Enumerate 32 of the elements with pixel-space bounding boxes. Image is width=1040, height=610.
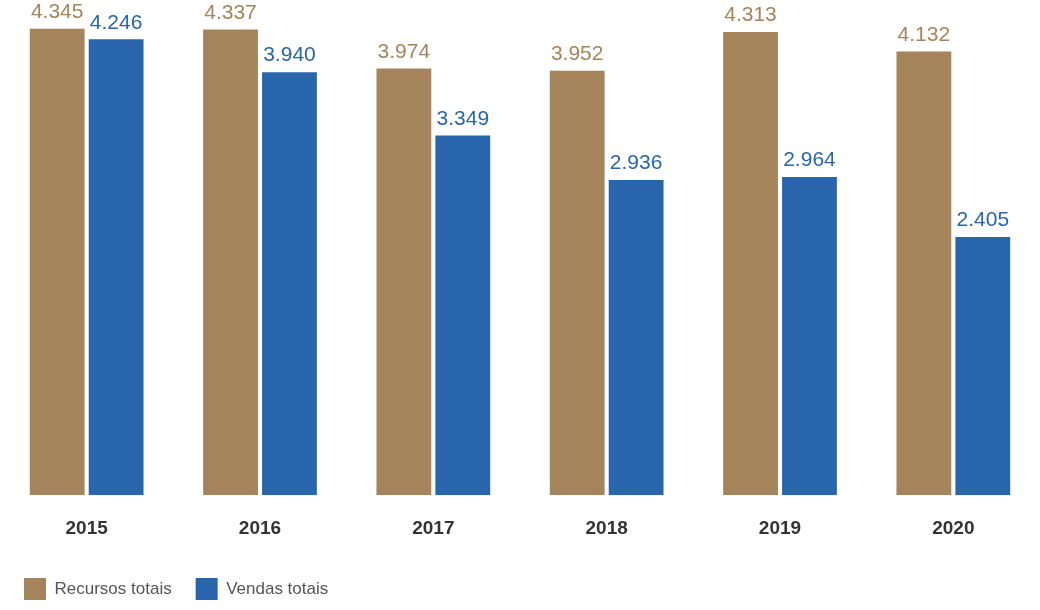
data-label: 4.313 bbox=[724, 2, 777, 26]
x-tick-label: 2015 bbox=[65, 516, 109, 538]
x-tick-label: 2016 bbox=[238, 516, 282, 538]
data-label: 4.246 bbox=[89, 9, 143, 33]
x-tick-label: 2017 bbox=[412, 516, 455, 538]
data-label: 4.132 bbox=[897, 21, 951, 45]
bar bbox=[723, 32, 778, 496]
x-tick-label: 2019 bbox=[758, 516, 802, 538]
data-label: 3.349 bbox=[436, 105, 490, 129]
data-label: 2.964 bbox=[783, 147, 837, 171]
data-label: 3.974 bbox=[377, 38, 431, 62]
bar bbox=[376, 68, 432, 496]
legend-label: Vendas totais bbox=[226, 578, 329, 598]
data-label: 2.405 bbox=[956, 207, 1010, 231]
data-label: 4.337 bbox=[204, 0, 257, 23]
bar bbox=[262, 72, 317, 496]
bar bbox=[29, 28, 85, 496]
bar bbox=[782, 176, 837, 496]
bar bbox=[608, 179, 664, 496]
bar bbox=[896, 51, 952, 496]
bar bbox=[203, 29, 258, 496]
data-label: 3.940 bbox=[263, 42, 316, 66]
bar bbox=[435, 135, 491, 496]
legend-label: Recursos totais bbox=[54, 578, 172, 598]
bar bbox=[955, 236, 1011, 496]
x-tick-label: 2020 bbox=[932, 516, 975, 538]
data-label: 3.952 bbox=[550, 41, 604, 65]
data-label: 2.936 bbox=[609, 150, 663, 174]
bar bbox=[549, 70, 605, 496]
bar bbox=[88, 39, 144, 496]
x-tick-label: 2018 bbox=[585, 516, 628, 538]
data-label: 4.345 bbox=[30, 0, 84, 22]
